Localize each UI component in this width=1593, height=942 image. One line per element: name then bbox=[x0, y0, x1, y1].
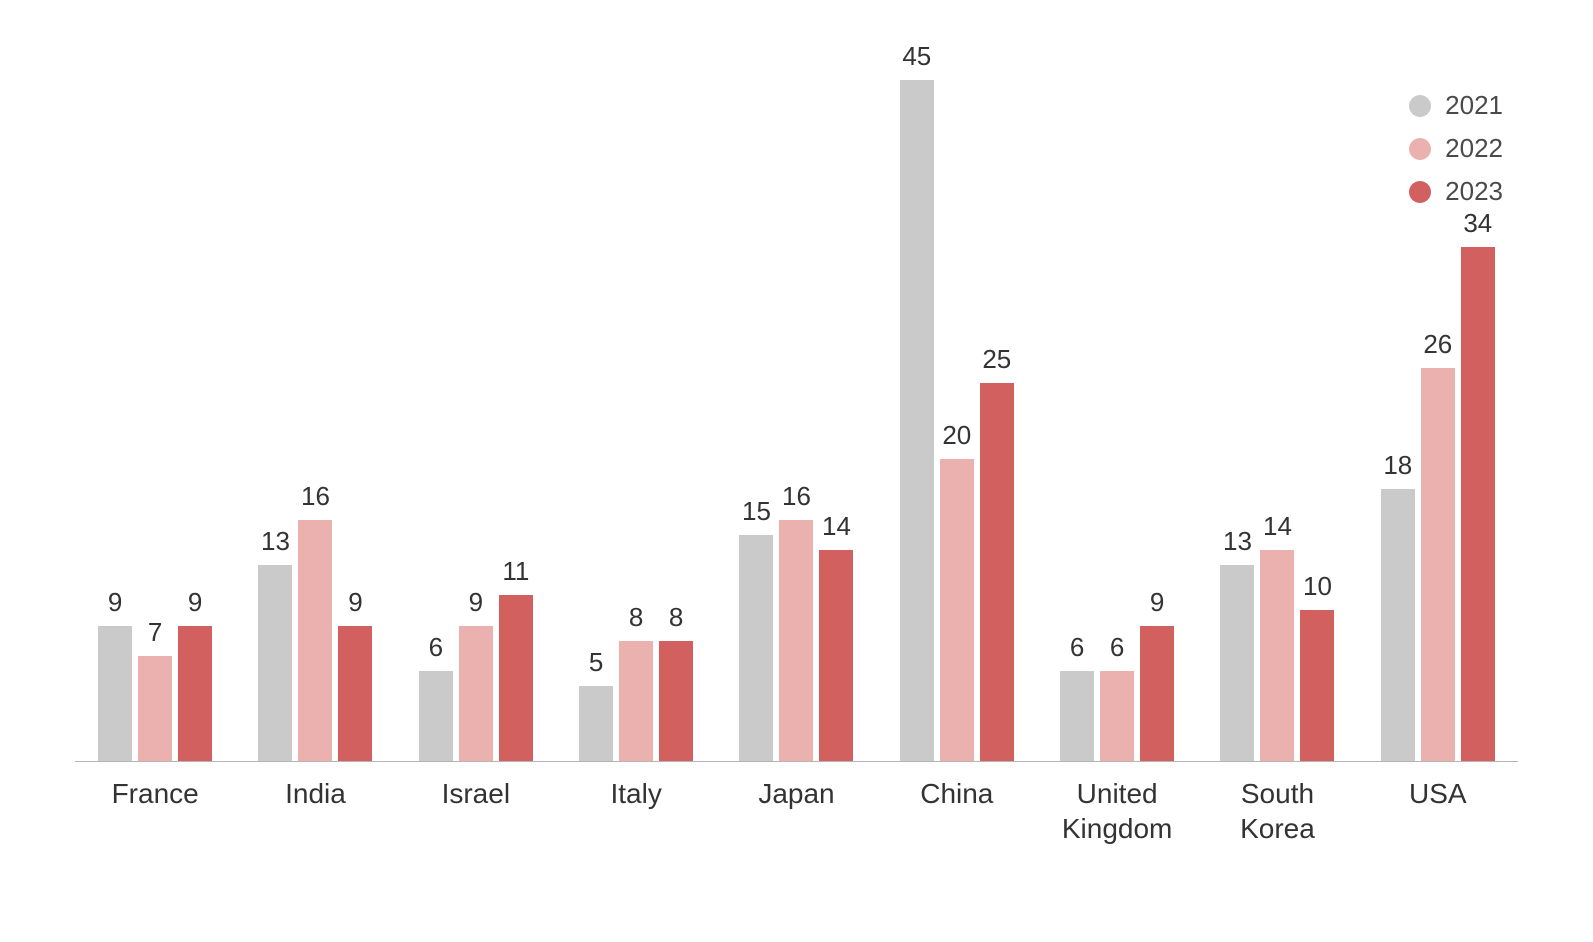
bar-value-label: 5 bbox=[589, 647, 603, 678]
bar: 9 bbox=[338, 626, 372, 762]
bar: 8 bbox=[659, 641, 693, 762]
bar-value-label: 9 bbox=[188, 587, 202, 618]
plot-area: 9791316969115881516144520256691314101826… bbox=[75, 80, 1518, 762]
bar-value-label: 9 bbox=[1150, 587, 1164, 618]
bar-value-label: 9 bbox=[348, 587, 362, 618]
bar: 9 bbox=[459, 626, 493, 762]
bar: 25 bbox=[980, 383, 1014, 762]
bar-value-label: 10 bbox=[1303, 571, 1332, 602]
x-axis-line bbox=[75, 761, 1518, 762]
bar-value-label: 6 bbox=[1110, 632, 1124, 663]
category-label: USA bbox=[1358, 776, 1518, 846]
bar-value-label: 7 bbox=[148, 617, 162, 648]
bar-group: 182634 bbox=[1358, 80, 1518, 762]
bar-value-label: 20 bbox=[942, 420, 971, 451]
bar-value-label: 13 bbox=[1223, 526, 1252, 557]
bar-group: 131410 bbox=[1197, 80, 1357, 762]
category-label: China bbox=[877, 776, 1037, 846]
bar-group: 151614 bbox=[716, 80, 876, 762]
bar-group: 588 bbox=[556, 80, 716, 762]
bar-value-label: 16 bbox=[301, 481, 330, 512]
bar-value-label: 11 bbox=[502, 556, 529, 587]
bar: 6 bbox=[1100, 671, 1134, 762]
bar-value-label: 9 bbox=[469, 587, 483, 618]
bar-group: 6911 bbox=[396, 80, 556, 762]
category-label: Israel bbox=[396, 776, 556, 846]
category-label: South Korea bbox=[1197, 776, 1357, 846]
category-label: United Kingdom bbox=[1037, 776, 1197, 846]
bar: 15 bbox=[739, 535, 773, 762]
bar: 5 bbox=[579, 686, 613, 762]
bar-value-label: 6 bbox=[1070, 632, 1084, 663]
bar-groups: 9791316969115881516144520256691314101826… bbox=[75, 80, 1518, 762]
bar-value-label: 25 bbox=[982, 344, 1011, 375]
bar-value-label: 34 bbox=[1463, 208, 1492, 239]
bar-value-label: 16 bbox=[782, 481, 811, 512]
bar: 13 bbox=[258, 565, 292, 762]
bar: 13 bbox=[1220, 565, 1254, 762]
bar-value-label: 6 bbox=[429, 632, 443, 663]
bar-value-label: 26 bbox=[1423, 329, 1452, 360]
bar: 7 bbox=[138, 656, 172, 762]
bar: 9 bbox=[178, 626, 212, 762]
bar: 6 bbox=[419, 671, 453, 762]
bar-group: 13169 bbox=[235, 80, 395, 762]
bar-value-label: 15 bbox=[742, 496, 771, 527]
bar: 26 bbox=[1421, 368, 1455, 762]
bar: 16 bbox=[298, 520, 332, 762]
bar: 14 bbox=[1260, 550, 1294, 762]
bar: 20 bbox=[940, 459, 974, 762]
bar: 8 bbox=[619, 641, 653, 762]
bar-value-label: 18 bbox=[1383, 450, 1412, 481]
bar-value-label: 14 bbox=[822, 511, 851, 542]
bar-value-label: 13 bbox=[261, 526, 290, 557]
bar-value-label: 45 bbox=[902, 41, 931, 72]
bar: 6 bbox=[1060, 671, 1094, 762]
bar: 18 bbox=[1381, 489, 1415, 762]
bar: 11 bbox=[499, 595, 533, 762]
bar: 16 bbox=[779, 520, 813, 762]
bar: 14 bbox=[819, 550, 853, 762]
bar-group: 669 bbox=[1037, 80, 1197, 762]
bar-value-label: 8 bbox=[669, 602, 683, 633]
bar: 9 bbox=[98, 626, 132, 762]
bar-group: 452025 bbox=[877, 80, 1037, 762]
bar: 34 bbox=[1461, 247, 1495, 762]
category-label: India bbox=[235, 776, 395, 846]
bar-chart: 202120222023 979131696911588151614452025… bbox=[0, 0, 1593, 942]
category-label: Japan bbox=[716, 776, 876, 846]
bar: 10 bbox=[1300, 610, 1334, 762]
bar-value-label: 14 bbox=[1263, 511, 1292, 542]
category-label: Italy bbox=[556, 776, 716, 846]
bar: 45 bbox=[900, 80, 934, 762]
bar: 9 bbox=[1140, 626, 1174, 762]
category-labels: FranceIndiaIsraelItalyJapanChinaUnited K… bbox=[75, 776, 1518, 846]
bar-group: 979 bbox=[75, 80, 235, 762]
bar-value-label: 9 bbox=[108, 587, 122, 618]
category-label: France bbox=[75, 776, 235, 846]
bar-value-label: 8 bbox=[629, 602, 643, 633]
